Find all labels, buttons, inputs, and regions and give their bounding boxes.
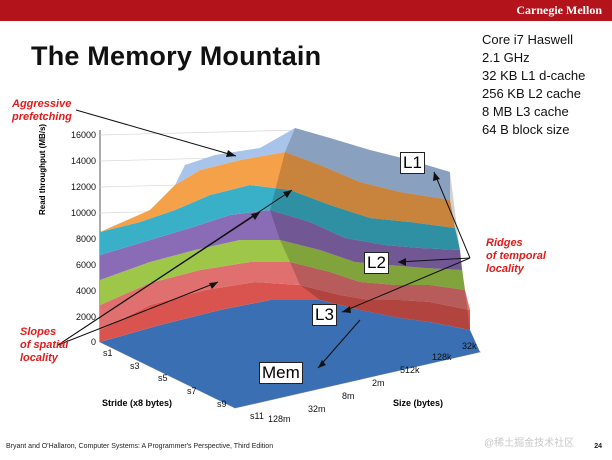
y-axis-label: Read throughput (MB/s): [38, 123, 47, 215]
spec-item: 64 B block size: [482, 122, 570, 137]
size-tick: 32k: [462, 341, 477, 351]
spec-list: Core i7 Haswell 2.1 GHz 32 KB L1 d-cache…: [482, 31, 585, 139]
slide-title: The Memory Mountain: [31, 41, 322, 71]
size-tick: 128k: [432, 352, 452, 362]
y-tick: 12000: [70, 182, 96, 192]
size-tick: 8m: [342, 391, 355, 401]
y-tick: 14000: [70, 156, 96, 166]
band-0-2000: [100, 300, 480, 408]
band-12000-14000: [100, 152, 455, 232]
mem-label: Mem: [259, 362, 303, 384]
size-tick: 2m: [372, 378, 385, 388]
y-tick: 4000: [75, 286, 96, 296]
stride-tick: s7: [187, 386, 197, 396]
arrowheads: [209, 150, 440, 368]
l2-label: L2: [364, 252, 389, 274]
stride-tick: s1: [103, 348, 113, 358]
band-14000-16000: [175, 128, 450, 200]
stride-tick: s5: [158, 373, 168, 383]
band-4000-6000: [100, 262, 470, 330]
spec-item: 256 KB L2 cache: [482, 86, 582, 101]
stride-tick: s11: [250, 411, 264, 421]
band-2000-4000: [100, 282, 470, 342]
y-tick: 10000: [70, 208, 96, 218]
annotation-ridges-temporal-locality: Ridges of temporal locality: [486, 237, 546, 275]
x-axis-label: Stride (x8 bytes): [102, 398, 173, 408]
spec-item: Core i7 Haswell: [482, 32, 574, 47]
stride-tick: s9: [217, 399, 227, 409]
annotation-aggressive-prefetching: Aggressive prefetching: [12, 98, 72, 123]
spec-item: 2.1 GHz: [482, 50, 530, 65]
y-tick: 16000: [70, 130, 96, 140]
size-tick: 128m: [268, 414, 291, 424]
y-tick: 0: [90, 337, 96, 347]
band-10000-12000: [100, 185, 460, 255]
watermark: @稀土掘金技术社区: [484, 438, 575, 449]
y-tick: 8000: [75, 234, 96, 244]
l3-label: L3: [312, 304, 337, 326]
spec-item: 8 MB L3 cache: [482, 104, 569, 119]
size-axis-label: Size (bytes): [393, 398, 444, 408]
stride-tick: s3: [130, 361, 140, 371]
size-tick: 32m: [308, 404, 326, 414]
spec-item: 32 KB L1 d-cache: [482, 68, 586, 83]
brand-label: Carnegie Mellon: [516, 3, 602, 17]
y-tick: 6000: [75, 260, 96, 270]
annotation-slopes-spatial-locality: Slopes of spatial locality: [20, 326, 69, 364]
y-tick: 2000: [75, 312, 96, 322]
footer-citation: Bryant and O'Hallaron, Computer Systems:…: [6, 443, 274, 450]
page-number: 24: [594, 443, 602, 450]
l1-label: L1: [400, 152, 425, 174]
header-bar: Carnegie Mellon: [0, 0, 612, 21]
size-tick: 512k: [400, 365, 420, 375]
